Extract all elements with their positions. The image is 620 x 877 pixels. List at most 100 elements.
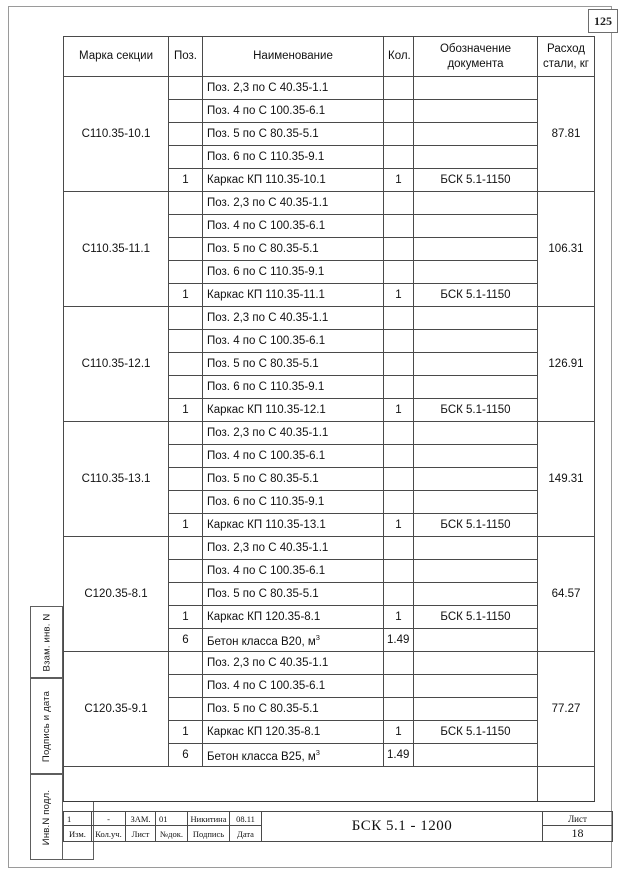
cell-quantity — [383, 306, 414, 330]
header-qty: Кол. — [383, 36, 414, 77]
revision-sheets-header: Кол.уч. — [91, 825, 126, 842]
table-header-row: Марка секции Поз. Наименование Кол. Обоз… — [63, 36, 595, 77]
side-stamp-vzam: Взам. инв. N — [30, 606, 63, 678]
cell-section-mark: С110.35-10.1 — [63, 76, 169, 192]
cell-name: Поз. 2,3 по С 40.35-1.1 — [202, 651, 384, 675]
cell-quantity: 1.49 — [383, 743, 414, 767]
cell-quantity — [383, 237, 414, 261]
cell-document-code — [413, 467, 538, 491]
cell-position — [168, 490, 203, 514]
cell-quantity — [383, 99, 414, 123]
header-document-line1: Обозначение — [439, 43, 512, 56]
cell-name: Поз. 2,3 по С 40.35-1.1 — [202, 76, 384, 100]
specification-table-body: С110.35-10.1 Поз. 2,3 по С 40.35-1.1 87.81… — [63, 76, 595, 802]
cell-document-code — [413, 490, 538, 514]
cell-name: Поз. 2,3 по С 40.35-1.1 — [202, 191, 384, 215]
cell-document-code — [413, 421, 538, 445]
cell-section-mark: С120.35-8.1 — [63, 536, 169, 652]
header-document: Обозначение документа — [413, 36, 538, 77]
header-name: Наименование — [202, 36, 384, 77]
cell-name: Поз. 6 по С 110.35-9.1 — [202, 375, 384, 399]
header-document-line2: документа — [447, 57, 504, 70]
cell-position: 1 — [168, 283, 203, 307]
cell-quantity: 1 — [383, 720, 414, 744]
table-row: С120.35-9.1 Поз. 2,3 по С 40.35-1.1 77.27 — [63, 651, 595, 767]
cell-name-text: Бетон класса В25, м — [207, 750, 316, 763]
cell-position — [168, 582, 203, 606]
revision-docnum-header: №док. — [155, 825, 188, 842]
table-row: Поз. 6 по С 110.35-9.1 — [64, 145, 595, 169]
cell-document-code — [413, 559, 538, 583]
cell-quantity — [383, 352, 414, 376]
table-row: 1 Каркас КП 110.35-10.1 1 БСК 5.1-1150 — [64, 168, 595, 192]
cell-section-mark: С110.35-13.1 — [63, 421, 169, 537]
cell-position: 1 — [168, 398, 203, 422]
cell-position — [168, 352, 203, 376]
cell-name: Поз. 5 по С 80.35-5.1 — [202, 467, 384, 491]
table-row: 1 Каркас КП 120.35-8.1 1 БСК 5.1-1150 — [64, 720, 595, 744]
cell-quantity — [383, 329, 414, 353]
cell-position: 1 — [168, 513, 203, 537]
table-row: С110.35-13.1 Поз. 2,3 по С 40.35-1.1 149.3… — [63, 421, 595, 537]
cell-position — [168, 421, 203, 445]
cell-document-code — [413, 99, 538, 123]
cell-document-code — [413, 628, 538, 652]
cell-quantity — [383, 214, 414, 238]
header-steel-line2: стали, кг — [542, 57, 590, 70]
specification-table: Марка секции Поз. Наименование Кол. Обоз… — [63, 36, 595, 802]
cell-name: Поз. 2,3 по С 40.35-1.1 — [202, 306, 384, 330]
revision-signature-header: Подпись — [187, 825, 230, 842]
cell-name: Каркас КП 120.35-8.1 — [202, 720, 384, 744]
cell-document-code: БСК 5.1-1150 — [413, 283, 538, 307]
table-row: Поз. 6 по С 110.35-9.1 — [64, 260, 595, 284]
page-outer-frame — [8, 6, 612, 868]
cell-section-mark: С120.35-9.1 — [63, 651, 169, 767]
cell-steel-consumption: 126.91 — [537, 306, 595, 422]
table-row: Поз. 4 по С 100.35-6.1 — [64, 674, 595, 698]
cell-document-code: БСК 5.1-1150 — [413, 513, 538, 537]
cell-document-code — [413, 674, 538, 698]
cell-name-superscript: 3 — [315, 632, 320, 642]
cell-quantity — [383, 536, 414, 560]
cell-name: Поз. 4 по С 100.35-6.1 — [202, 674, 384, 698]
sheet-number: 18 — [542, 825, 613, 842]
cell-name: Бетон класса В25, м3 — [202, 743, 384, 767]
cell-name: Поз. 4 по С 100.35-6.1 — [202, 329, 384, 353]
revision-docnum-value: 01 — [155, 811, 188, 826]
cell-quantity: 1 — [383, 168, 414, 192]
table-spacer-row — [63, 766, 595, 802]
revision-change-value: 1 — [63, 811, 92, 826]
side-stamp-signature-date: Подпись и дата — [30, 678, 63, 774]
cell-name: Поз. 6 по С 110.35-9.1 — [202, 145, 384, 169]
cell-position — [168, 260, 203, 284]
cell-document-code — [413, 76, 538, 100]
side-stamp-inv-podl: Инв.N подл. — [30, 774, 63, 860]
cell-position — [168, 536, 203, 560]
cell-position — [168, 697, 203, 721]
cell-document-code — [413, 191, 538, 215]
table-row: Поз. 4 по С 100.35-6.1 — [64, 99, 595, 123]
cell-document-code: БСК 5.1-1150 — [413, 398, 538, 422]
cell-quantity: 1 — [383, 398, 414, 422]
cell-position — [168, 444, 203, 468]
cell-document-code — [413, 237, 538, 261]
cell-quantity — [383, 697, 414, 721]
cell-document-code — [413, 651, 538, 675]
cell-quantity — [383, 145, 414, 169]
table-row: Поз. 5 по С 80.35-5.1 — [64, 582, 595, 606]
table-row: С110.35-10.1 Поз. 2,3 по С 40.35-1.1 87.81 — [63, 76, 595, 192]
cell-quantity — [383, 467, 414, 491]
cell-document-code: БСК 5.1-1150 — [413, 720, 538, 744]
cell-document-code — [413, 697, 538, 721]
cell-name: Каркас КП 120.35-8.1 — [202, 605, 384, 629]
table-row: С110.35-11.1 Поз. 2,3 по С 40.35-1.1 106.3… — [63, 191, 595, 307]
cell-steel-consumption: 77.27 — [537, 651, 595, 767]
cell-position — [168, 467, 203, 491]
cell-position — [168, 237, 203, 261]
cell-document-code — [413, 122, 538, 146]
cell-quantity — [383, 375, 414, 399]
cell-quantity — [383, 444, 414, 468]
cell-document-code — [413, 743, 538, 767]
cell-position: 1 — [168, 605, 203, 629]
side-stamp-inv-podl-label: Инв.N подл. — [41, 789, 52, 845]
